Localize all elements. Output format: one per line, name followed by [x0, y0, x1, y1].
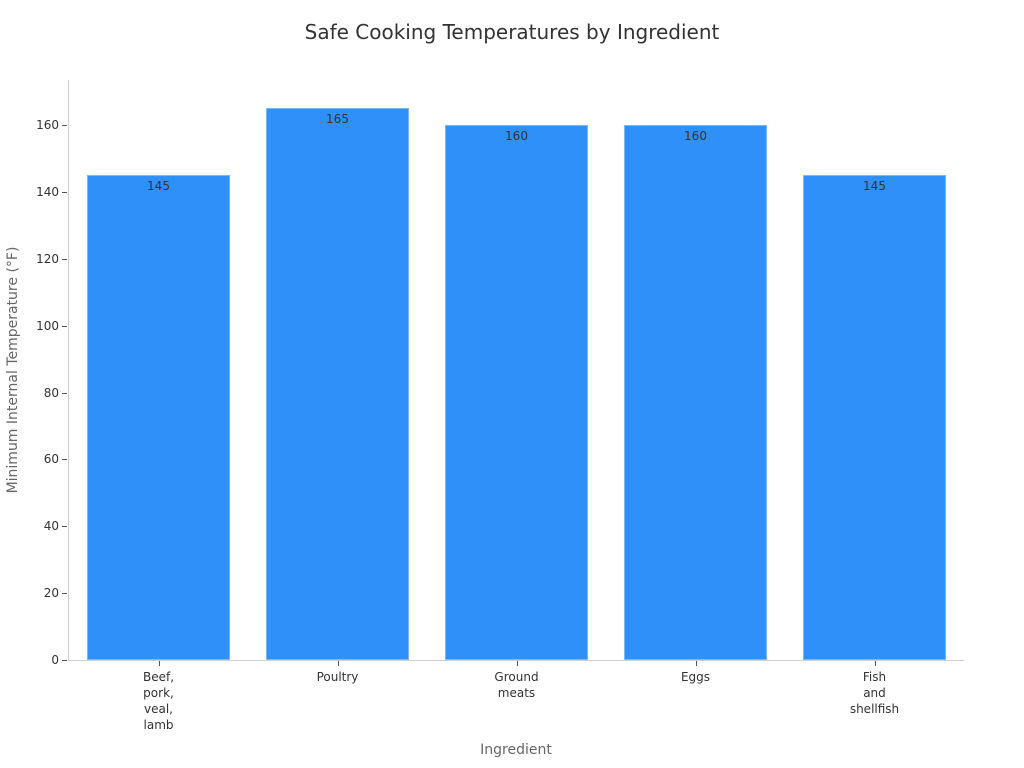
y-tick: 140 [0, 185, 67, 206]
bar-value-label: 165 [326, 112, 349, 127]
x-tick-mark [875, 661, 876, 666]
y-tick: 20 [0, 586, 67, 607]
x-tick-label: Eggs [680, 670, 711, 684]
y-tick: 40 [0, 519, 67, 540]
y-tick: 60 [0, 452, 67, 473]
bar: 160 [445, 125, 588, 660]
x-tick-mark [159, 661, 160, 666]
y-tick: 160 [0, 118, 67, 139]
y-tick-label: 100 [36, 318, 59, 333]
bar-value-label: 160 [684, 129, 707, 143]
bar: 145 [803, 175, 946, 660]
x-axis-title: Ingredient [480, 742, 552, 758]
x-tick-label: Ground meats [494, 670, 539, 700]
y-tick-mark [62, 660, 67, 661]
bar-value-label: 145 [147, 179, 170, 194]
x-tick-mark [517, 661, 518, 666]
y-tick: 80 [0, 386, 67, 407]
y-tick-label: 160 [36, 118, 59, 132]
y-tick-label: 20 [43, 586, 59, 601]
y-tick-label: 60 [43, 452, 59, 467]
x-tick-label: Poultry [316, 670, 359, 684]
y-tick-label: 140 [36, 184, 59, 199]
y-tick-mark [62, 325, 67, 327]
y-tick-mark [62, 258, 67, 260]
x-axis-line [68, 660, 964, 661]
y-tick-mark [62, 125, 67, 126]
y-tick-label: 40 [43, 519, 59, 534]
y-axis-title: Minimum Internal Temperature (°F) [5, 246, 21, 494]
y-tick-label: 120 [36, 251, 59, 266]
y-tick: 120 [0, 252, 67, 273]
y-tick-mark [62, 392, 67, 394]
x-tick-mark [696, 661, 697, 666]
chart-title: Safe Cooking Temperatures by Ingredient [304, 20, 720, 44]
x-tick-mark [338, 661, 339, 666]
y-tick: 100 [0, 319, 67, 340]
x-tick-label: Beef, pork, veal, lamb [142, 670, 175, 732]
y-tick: 0 [0, 653, 67, 674]
bar-value-label: 145 [863, 179, 886, 194]
y-tick-mark [62, 191, 67, 193]
bar: 145 [87, 175, 230, 660]
y-tick-label: 80 [43, 385, 59, 400]
y-tick-mark [62, 459, 67, 461]
y-axis-line [68, 80, 69, 661]
bar-value-label: 160 [505, 129, 528, 143]
y-tick-label: 0 [51, 653, 59, 667]
y-tick-mark [62, 593, 67, 595]
x-tick-label: Fish and shellfish [849, 670, 900, 716]
bar: 165 [266, 108, 409, 660]
y-tick-mark [62, 526, 67, 528]
bar: 160 [624, 125, 767, 660]
